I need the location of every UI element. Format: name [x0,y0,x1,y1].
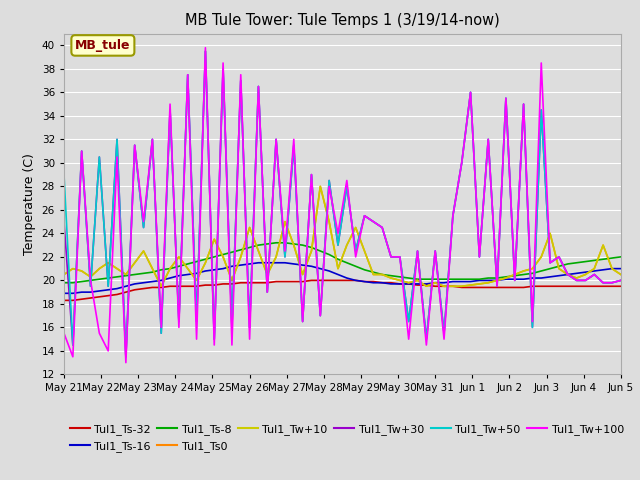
Y-axis label: Temperature (C): Temperature (C) [23,153,36,255]
Title: MB Tule Tower: Tule Temps 1 (3/19/14-now): MB Tule Tower: Tule Temps 1 (3/19/14-now… [185,13,500,28]
Legend: Tul1_Ts-32, Tul1_Ts-16, Tul1_Ts-8, Tul1_Ts0, Tul1_Tw+10, Tul1_Tw+30, Tul1_Tw+50,: Tul1_Ts-32, Tul1_Ts-16, Tul1_Ts-8, Tul1_… [70,424,624,452]
Text: MB_tule: MB_tule [75,39,131,52]
